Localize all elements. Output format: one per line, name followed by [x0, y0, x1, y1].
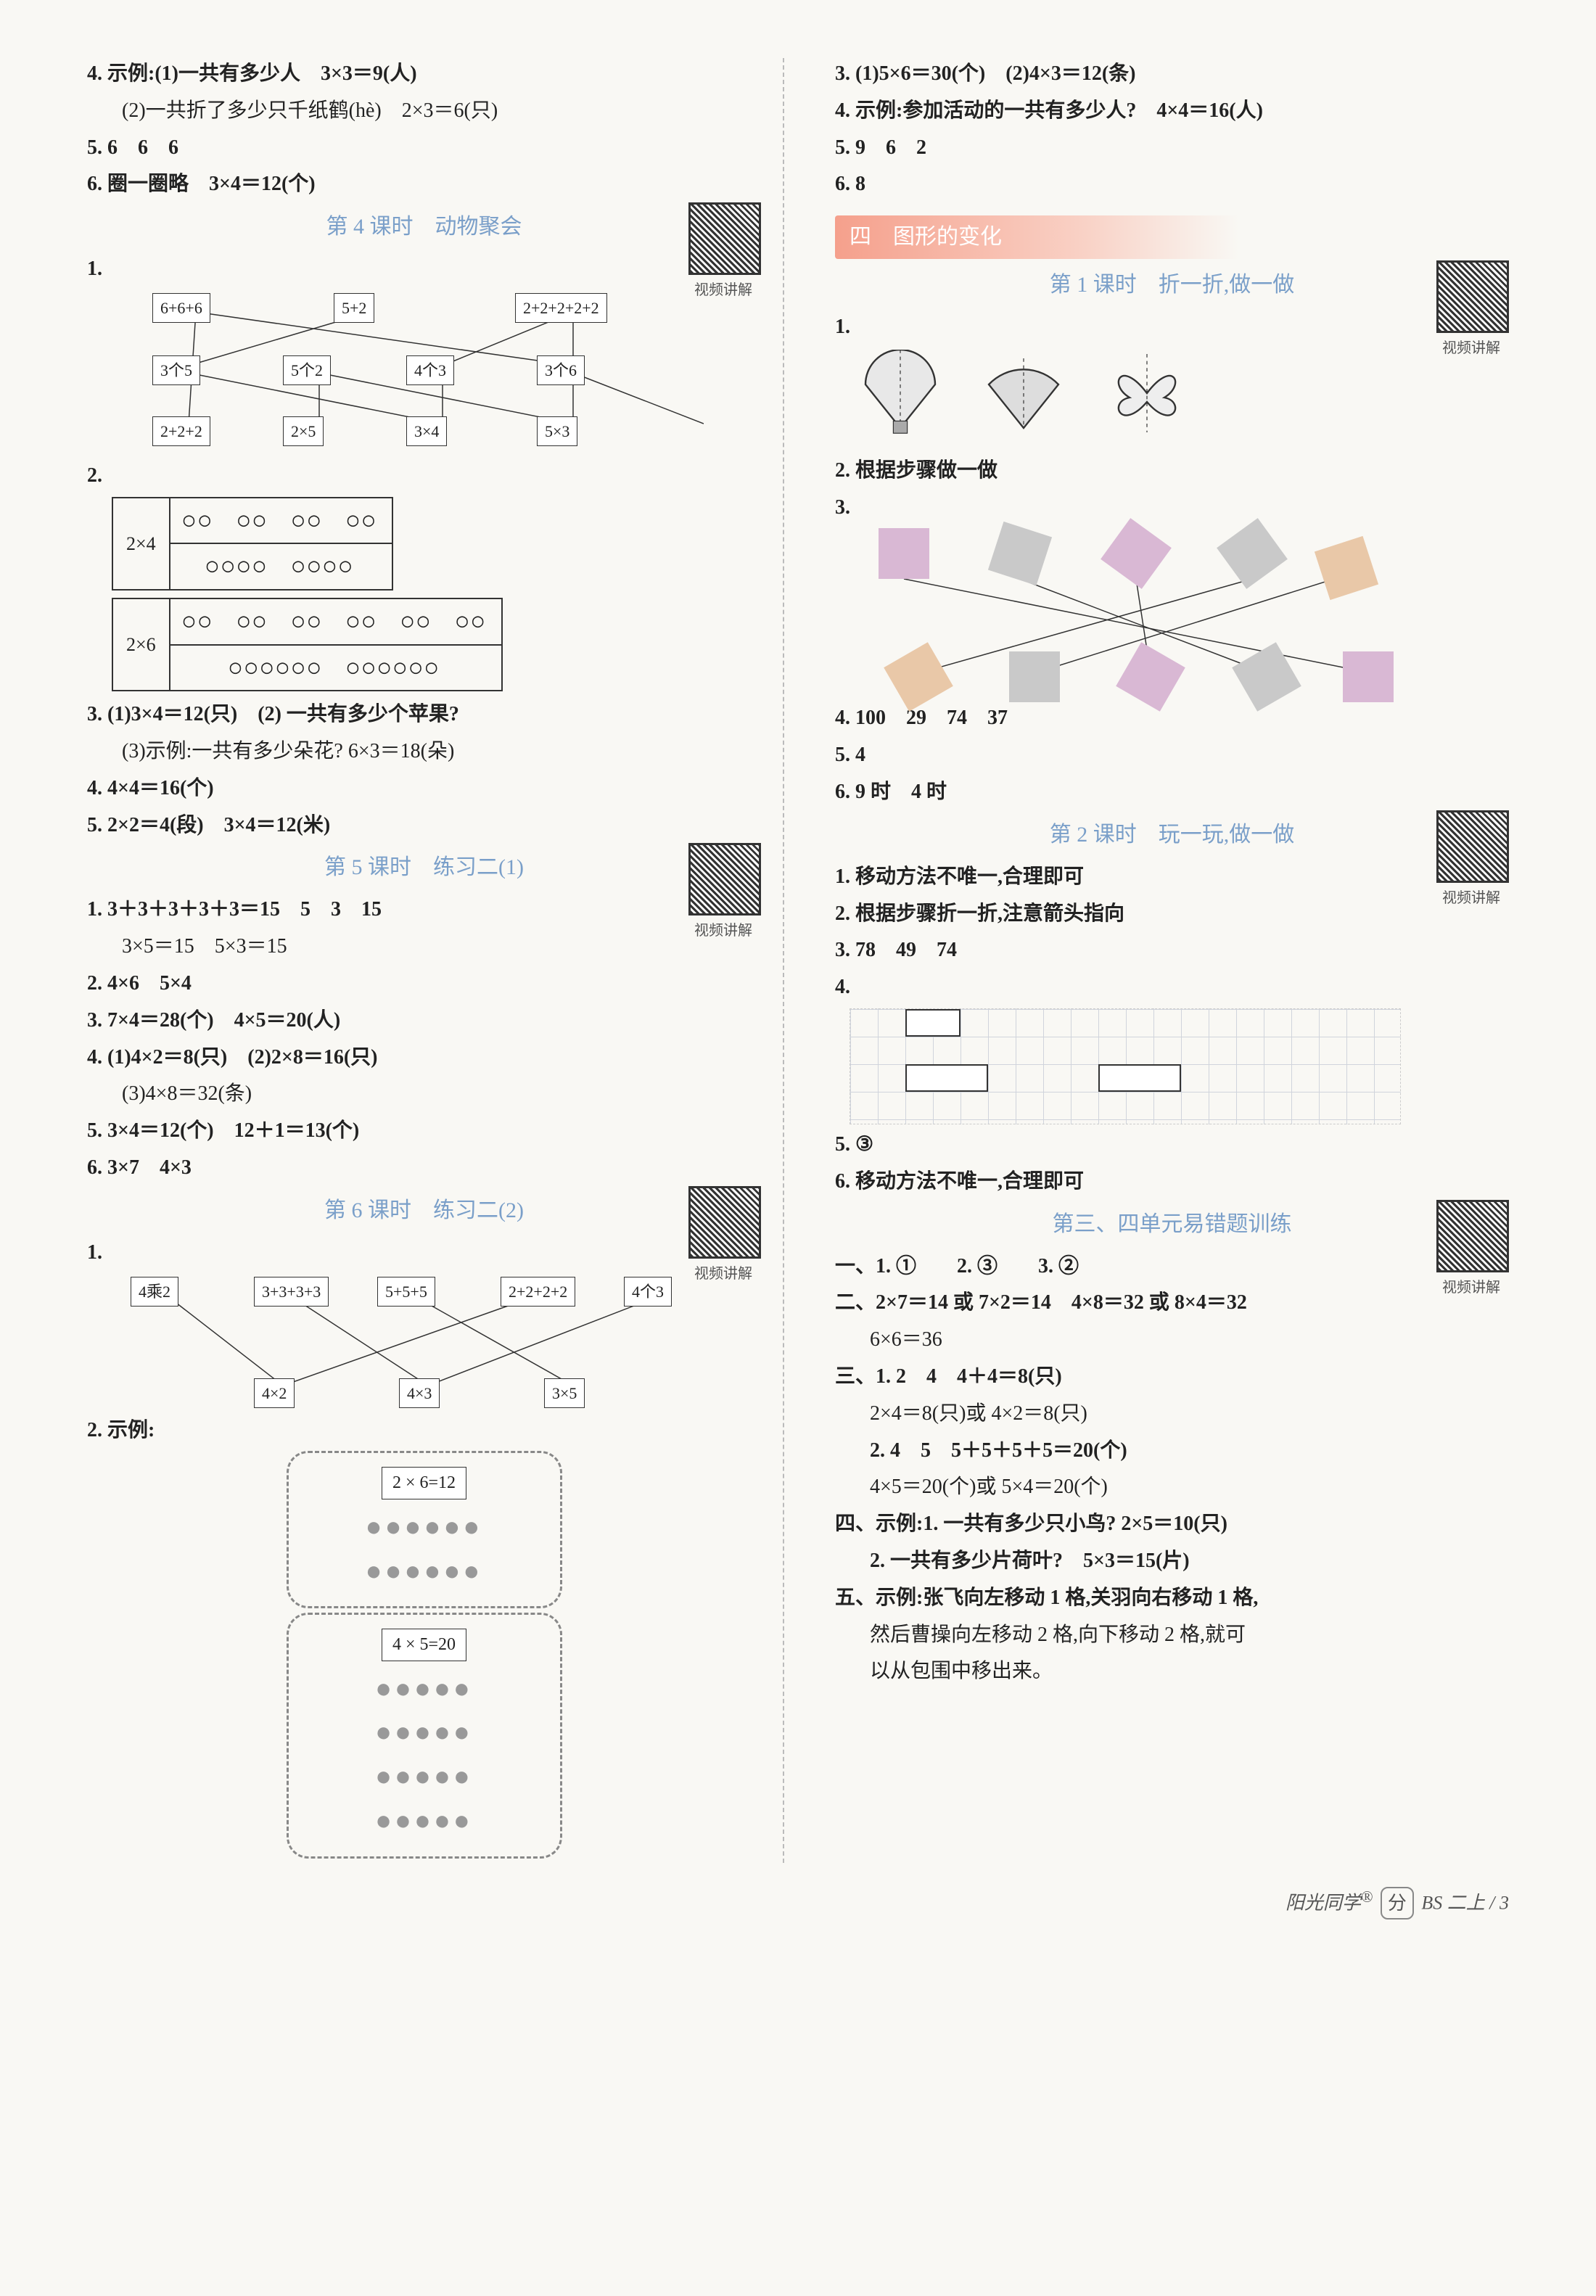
yib: 二、2×7＝14 或 7×2＝14 4×8＝32 或 8×4＝32 — [835, 1287, 1509, 1320]
r4: 4. 示例:参加活动的一共有多少人? 4×4＝16(人) — [835, 95, 1509, 128]
lr1-text: 第 1 课时 折一折,做一做 — [1050, 273, 1295, 297]
qr-icon — [1436, 260, 1509, 333]
match-diagram-2: 4乘23+3+3+35+5+52+2+2+24个34×24×33×5 — [109, 1277, 704, 1407]
p5d: 3. 7×4＝28(个) 4×5＝20(人) — [87, 1005, 761, 1037]
left-column: 4. 示例:(1)一共有多少人 3×3＝9(人) (2)一共折了多少只千纸鹤(h… — [87, 58, 784, 1863]
unit4-banner: 四 图形的变化 — [835, 215, 1239, 259]
lr2-text: 第 2 课时 玩一玩,做一做 — [1050, 823, 1295, 847]
array-table-2: 2×6 ○○ ○○ ○○ ○○ ○○ ○○ ○○○○○○ ○○○○○○ — [112, 598, 503, 691]
t2a: 1. 移动方法不唯一,合理即可 — [835, 861, 1509, 894]
dots: ○○ ○○ ○○ ○○ ○○ ○○ — [170, 598, 502, 645]
lesson6-text: 第 6 课时 练习二(2) — [324, 1198, 524, 1222]
qr-label: 视频讲解 — [1442, 886, 1500, 910]
shape-matching — [850, 528, 1415, 702]
page-code: BS 二上 / 3 — [1421, 1893, 1509, 1914]
s6: 6. 9 时 4 时 — [835, 776, 1509, 809]
s4: 4. 100 29 74 37 — [835, 702, 1509, 735]
card2-label: 4 × 5=20 — [382, 1629, 466, 1661]
yic4: 4×5＝20(个)或 5×4＝20(个) — [835, 1471, 1509, 1504]
match-diagram-1: 6+6+65+22+2+2+2+23个55个24个33个62+2+22×53×4… — [109, 293, 704, 453]
q3a: 3. (1)3×4＝12(只) (2) 一共有多少个苹果? — [87, 699, 761, 731]
brand: 阳光同学 — [1286, 1893, 1361, 1914]
q1b-label: 1. — [87, 1237, 761, 1270]
symmetry-row — [857, 350, 1509, 448]
lesson4-title: 第 4 课时 动物聚会 视频讲解 — [87, 210, 761, 244]
lesson4-text: 第 4 课时 动物聚会 — [326, 215, 522, 239]
yid: 四、示例:1. 一共有多少只小鸟? 2×5＝10(只) — [835, 1508, 1509, 1541]
card1-label: 2 × 6=12 — [382, 1467, 466, 1499]
r3: 3. (1)5×6＝30(个) (2)4×3＝12(条) — [835, 58, 1509, 91]
yic: 三、1. 2 4 4＋4＝8(只) — [835, 1361, 1509, 1394]
qr-icon — [688, 202, 761, 275]
yie2: 然后曹操向左移动 2 格,向下移动 2 格,就可 — [835, 1619, 1509, 1652]
qr-label: 视频讲解 — [1442, 1276, 1500, 1299]
lesson5-text: 第 5 课时 练习二(1) — [324, 855, 524, 879]
lesson6-title: 第 6 课时 练习二(2) 视频讲解 — [87, 1193, 761, 1228]
parachute-icon — [857, 350, 944, 448]
q4: 4. 4×4＝16(个) — [87, 773, 761, 805]
yie3: 以从包围中移出来。 — [835, 1655, 1509, 1688]
example-card-1: 2 × 6=12 ●●●●●●●●●●●● — [287, 1451, 562, 1608]
page-footer: 阳光同学® 分 BS 二上 / 3 — [87, 1885, 1509, 1919]
tag-icon: 分 — [1381, 1887, 1414, 1920]
q5: 5. 2×2＝4(段) 3×4＝12(米) — [87, 810, 761, 842]
qr-icon — [688, 843, 761, 915]
butterfly-icon — [1103, 350, 1190, 448]
lessonR3-title: 第三、四单元易错题训练 视频讲解 — [835, 1207, 1509, 1242]
tc: 2×4 — [112, 498, 170, 590]
s2: 2. 根据步骤做一做 — [835, 455, 1509, 487]
t2b: 2. 根据步骤折一折,注意箭头指向 — [835, 898, 1509, 931]
lr3-text: 第三、四单元易错题训练 — [1053, 1212, 1292, 1236]
q1-label: 1. — [87, 253, 761, 286]
p5g: 5. 3×4＝12(个) 12＋1＝13(个) — [87, 1115, 761, 1148]
s5: 5. 4 — [835, 739, 1509, 772]
q2-label: 2. — [87, 460, 761, 493]
r5: 5. 9 6 2 — [835, 132, 1509, 165]
lessonR2-title: 第 2 课时 玩一玩,做一做 视频讲解 — [835, 818, 1509, 852]
qr-icon — [1436, 1200, 1509, 1272]
grid-diagram — [850, 1008, 1401, 1124]
l5: 5. 6 6 6 — [87, 132, 761, 165]
q3b: (3)示例:一共有多少朵花? 6×3＝18(朵) — [87, 736, 761, 768]
tc: 2×6 — [112, 598, 170, 691]
yic3: 2. 4 5 5＋5＋5＋5＝20(个) — [835, 1435, 1509, 1468]
right-column: 3. (1)5×6＝30(个) (2)4×3＝12(条) 4. 示例:参加活动的… — [813, 58, 1509, 1863]
array-table-1: 2×4 ○○ ○○ ○○ ○○ ○○○○ ○○○○ — [112, 497, 393, 591]
dots: ○○ ○○ ○○ ○○ — [170, 498, 392, 544]
p5e: 4. (1)4×2＝8(只) (2)2×8＝16(只) — [87, 1042, 761, 1074]
lessonR1-title: 第 1 课时 折一折,做一做 视频讲解 — [835, 268, 1509, 303]
l4b: (2)一共折了多少只千纸鹤(hè) 2×3＝6(只) — [87, 95, 761, 128]
yid2: 2. 一共有多少片荷叶? 5×3＝15(片) — [835, 1545, 1509, 1578]
p5a: 1. 3＋3＋3＋3＋3＝15 5 3 15 — [87, 894, 761, 926]
p5b: 3×5＝15 5×3＝15 — [87, 931, 761, 963]
yic2: 2×4＝8(只)或 4×2＝8(只) — [835, 1398, 1509, 1431]
qr-icon — [1436, 810, 1509, 883]
dots: ●●●●●●●●●●●● — [302, 1505, 547, 1594]
s3: 3. — [835, 492, 1509, 524]
qr-icon — [688, 1186, 761, 1259]
l4: 4. 示例:(1)一共有多少人 3×3＝9(人) — [87, 58, 761, 91]
t2d: 4. — [835, 971, 1509, 1004]
t2c: 3. 78 49 74 — [835, 934, 1509, 967]
dots: ○○○○○○ ○○○○○○ — [170, 645, 502, 691]
t6: 6. 移动方法不唯一,合理即可 — [835, 1166, 1509, 1198]
lesson5-title: 第 5 课时 练习二(1) 视频讲解 — [87, 850, 761, 885]
sym1: 1. — [835, 311, 1509, 344]
t5: 5. ③ — [835, 1129, 1509, 1161]
qr-label: 视频讲解 — [694, 919, 752, 942]
p5h: 6. 3×7 4×3 — [87, 1152, 761, 1185]
p5f: (3)4×8＝32(条) — [87, 1078, 761, 1111]
yia: 一、1. ① 2. ③ 3. ② — [835, 1251, 1509, 1283]
ex-label: 2. 示例: — [87, 1415, 761, 1447]
yib2: 6×6＝36 — [835, 1324, 1509, 1357]
l6: 6. 圈一圈略 3×4＝12(个) — [87, 168, 761, 201]
r6: 6. 8 — [835, 168, 1509, 201]
p5c: 2. 4×6 5×4 — [87, 968, 761, 1000]
example-card-2: 4 × 5=20 ●●●●●●●●●●●●●●●●●●●● — [287, 1613, 562, 1859]
fan-icon — [980, 350, 1067, 448]
dots: ●●●●●●●●●●●●●●●●●●●● — [302, 1667, 547, 1843]
dots: ○○○○ ○○○○ — [170, 543, 392, 590]
yie: 五、示例:张飞向左移动 1 格,关羽向右移动 1 格, — [835, 1582, 1509, 1615]
